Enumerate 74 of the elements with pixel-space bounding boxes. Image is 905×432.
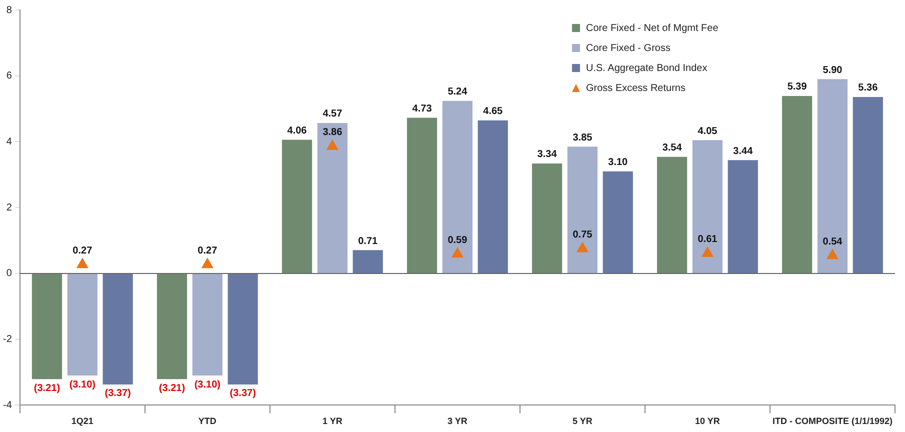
data-label: 0.61 [698,234,718,246]
data-label: 5.24 [448,86,468,98]
y-tick-label: 0 [6,268,12,280]
point [452,248,464,258]
x-tick-label: 1Q21 [71,416,94,426]
point [326,140,338,150]
point [576,242,588,252]
bar [102,274,133,384]
data-label: (3.10) [194,379,220,390]
bar [32,274,62,380]
data-label: (3.37) [104,388,131,400]
data-label: 0.27 [198,245,218,256]
point [826,249,838,260]
y-tick-label: 6 [6,70,12,82]
bar [728,160,758,273]
data-label: 0.59 [448,234,468,246]
bar [782,96,812,273]
y-tick-label: -2 [2,334,12,346]
bar [317,122,348,273]
y-tick-label: -4 [2,400,12,411]
bar [532,163,562,273]
bar [602,171,633,273]
data-label: (3.21) [158,382,186,394]
data-label: 5.36 [858,82,878,94]
data-label: 5.90 [822,64,843,76]
data-label: 4.57 [322,108,343,120]
bar [442,100,472,273]
legend-label: Core Fixed - Gross [586,42,670,54]
data-label: 0.75 [572,230,593,241]
bar [478,120,508,273]
data-label: 3.44 [733,146,754,157]
x-tick-label: 5 YR [572,416,593,426]
bar [67,274,98,376]
x-tick-label: YTD [198,416,217,426]
x-tick-label: ITD - COMPOSITE (1/1/1992) [772,416,893,426]
legend-label: Core Fixed - Net of Mgmt Fee [586,22,718,34]
data-label: 3.85 [572,132,593,144]
legend-label: Gross Excess Returns [586,82,686,94]
bar [692,140,723,273]
bar [352,250,383,273]
data-label: 0.71 [358,236,378,247]
point [702,246,714,257]
data-label: (3.21) [34,382,60,394]
data-label: 0.54 [822,236,843,248]
y-tick-label: 4 [6,136,12,148]
bar [852,96,883,273]
legend-label: U.S. Aggregate Bond Index [586,62,708,74]
y-tick-label: 2 [6,202,12,214]
x-tick-label: 10 YR [695,416,720,426]
data-label: (3.37) [230,388,256,400]
y-tick-label: 8 [6,4,12,16]
bar [657,156,688,273]
data-label: 4.06 [287,126,308,137]
point [202,258,214,268]
bar [192,274,222,376]
bar [567,146,598,273]
data-label: 3.34 [537,149,558,160]
point [76,258,88,268]
bar [156,274,188,380]
data-label: (3.10) [69,379,96,390]
data-label: 3.54 [662,142,682,154]
data-label: 0.27 [72,245,93,256]
data-label: 3.10 [608,157,628,168]
bar [406,118,438,273]
data-label: 3.86 [322,127,343,138]
bar [228,274,258,384]
data-label: 4.73 [412,103,432,114]
data-label: 5.39 [787,82,808,93]
data-label: 4.65 [483,106,504,118]
data-label: 4.05 [698,126,718,137]
x-tick-label: 3 YR [448,416,468,426]
x-tick-label: 1 YR [322,416,343,426]
bar [282,140,312,273]
bar [817,79,848,273]
